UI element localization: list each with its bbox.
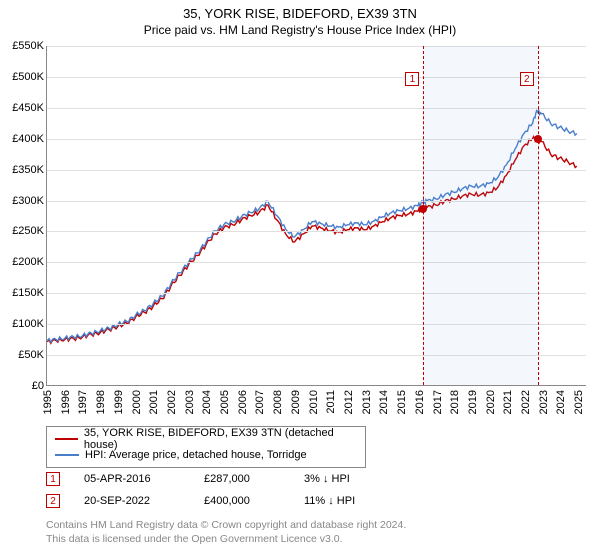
footer-attribution: Contains HM Land Registry data © Crown c… [46,518,406,546]
sale-vline [538,46,539,385]
legend-swatch [55,438,78,440]
sale-date: 20-SEP-2022 [84,495,204,507]
sale-date: 05-APR-2016 [84,473,204,485]
plot-area: 12 [46,46,586,386]
sale-vline [423,46,424,385]
sale-diff: 3% ↓ HPI [304,473,404,485]
legend-label: HPI: Average price, detached house, Torr… [85,449,307,461]
sale-point [534,135,542,143]
y-tick-label: £500K [4,71,44,83]
y-tick-label: £150K [4,287,44,299]
y-tick-label: £250K [4,225,44,237]
y-tick-label: £200K [4,256,44,268]
sale-price: £400,000 [204,495,304,507]
footer-line: Contains HM Land Registry data © Crown c… [46,518,406,532]
sale-row: 1 05-APR-2016 £287,000 3% ↓ HPI [46,468,404,490]
sale-marker-icon: 1 [46,472,60,486]
footer-line: This data is licensed under the Open Gov… [46,532,406,546]
legend-label: 35, YORK RISE, BIDEFORD, EX39 3TN (detac… [84,427,357,451]
shaded-band [423,46,537,385]
y-tick-label: £300K [4,195,44,207]
sale-price: £287,000 [204,473,304,485]
legend-swatch [55,454,79,456]
x-tick-label: 2025 [573,390,600,414]
y-tick-label: £450K [4,102,44,114]
sale-marker-top: 2 [520,72,534,86]
chart-title: 35, YORK RISE, BIDEFORD, EX39 3TN [0,0,600,21]
y-tick-label: £50K [4,349,44,361]
y-tick-label: £550K [4,40,44,52]
sale-diff: 11% ↓ HPI [304,495,404,507]
legend: 35, YORK RISE, BIDEFORD, EX39 3TN (detac… [46,426,366,468]
sale-row: 2 20-SEP-2022 £400,000 11% ↓ HPI [46,490,404,512]
sale-point [419,205,427,213]
y-tick-label: £350K [4,164,44,176]
y-tick-label: £0 [4,380,44,392]
y-tick-label: £400K [4,133,44,145]
y-tick-label: £100K [4,318,44,330]
sale-marker-top: 1 [405,72,419,86]
chart-container: 35, YORK RISE, BIDEFORD, EX39 3TN Price … [0,0,600,560]
chart-subtitle: Price paid vs. HM Land Registry's House … [0,21,600,41]
sales-table: 1 05-APR-2016 £287,000 3% ↓ HPI 2 20-SEP… [46,468,404,512]
sale-marker-icon: 2 [46,494,60,508]
legend-item: 35, YORK RISE, BIDEFORD, EX39 3TN (detac… [55,431,357,447]
